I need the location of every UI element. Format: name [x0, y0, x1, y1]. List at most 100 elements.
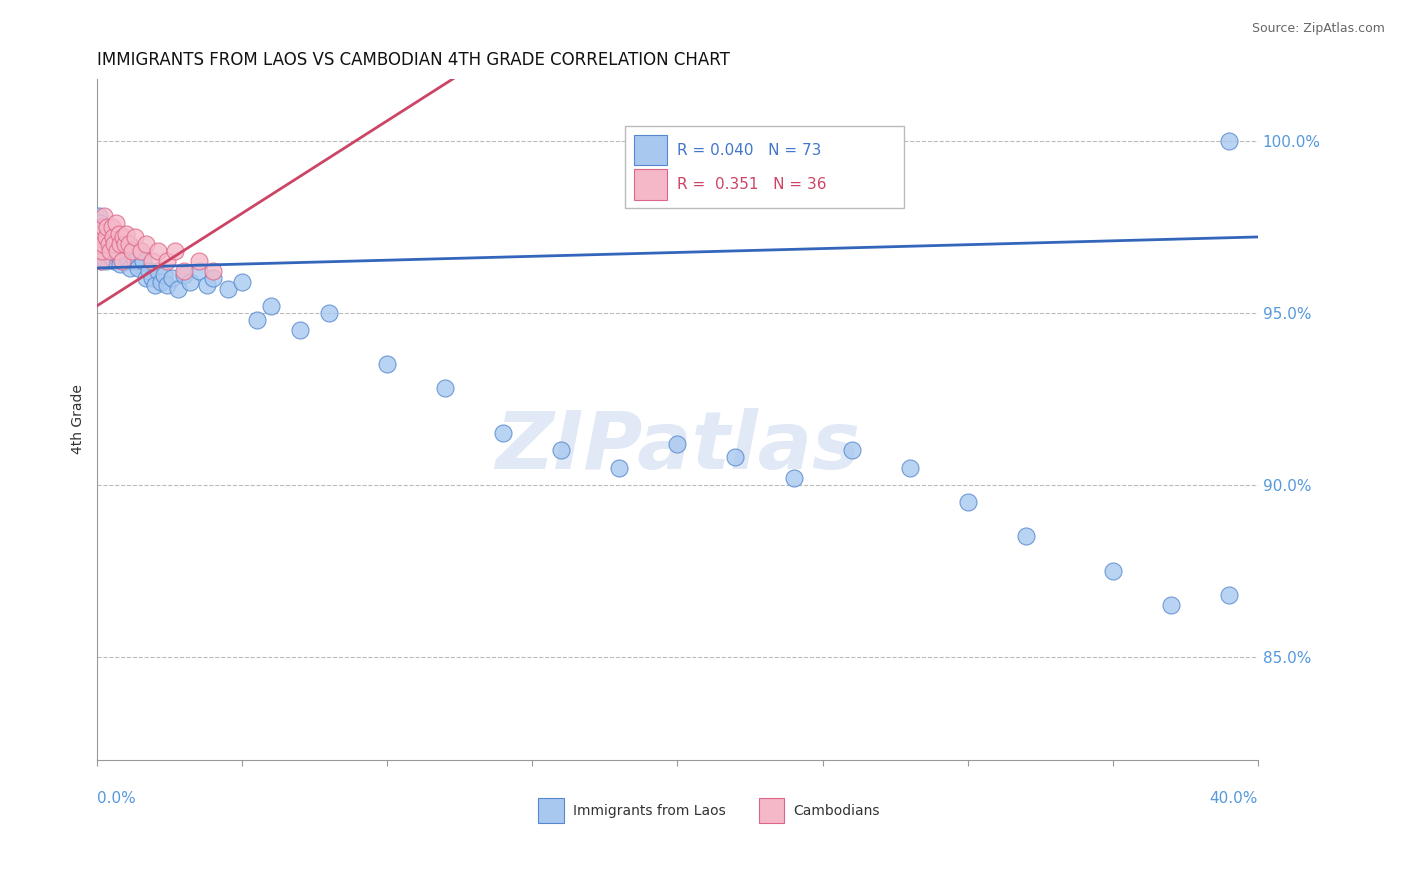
- Point: [104, 216, 127, 230]
- Text: 0.0%: 0.0%: [97, 791, 136, 805]
- Point: [146, 264, 169, 278]
- Point: [143, 278, 166, 293]
- Point: [108, 227, 131, 241]
- Point: [165, 244, 187, 258]
- Point: [87, 230, 110, 244]
- Point: [93, 233, 115, 247]
- Point: [98, 230, 121, 244]
- Point: [89, 236, 111, 251]
- Point: [90, 227, 112, 241]
- Point: [111, 240, 134, 254]
- Text: Immigrants from Laos: Immigrants from Laos: [574, 804, 725, 818]
- Point: [135, 236, 157, 251]
- Point: [104, 244, 127, 258]
- Point: [290, 323, 312, 337]
- Text: ZIPatlas: ZIPatlas: [495, 408, 860, 486]
- Point: [87, 244, 110, 258]
- Point: [89, 254, 111, 268]
- Point: [841, 443, 863, 458]
- Point: [187, 254, 209, 268]
- Point: [91, 227, 114, 241]
- Point: [492, 426, 515, 441]
- Point: [87, 209, 110, 223]
- Point: [97, 236, 120, 251]
- Point: [100, 251, 122, 265]
- Point: [91, 244, 114, 258]
- Point: [97, 244, 120, 258]
- Point: [146, 244, 169, 258]
- Point: [202, 271, 225, 285]
- Point: [782, 471, 804, 485]
- Text: IMMIGRANTS FROM LAOS VS CAMBODIAN 4TH GRADE CORRELATION CHART: IMMIGRANTS FROM LAOS VS CAMBODIAN 4TH GR…: [97, 51, 730, 69]
- Point: [115, 244, 138, 258]
- Point: [666, 436, 689, 450]
- Text: R =  0.351   N = 36: R = 0.351 N = 36: [678, 177, 827, 192]
- Point: [1101, 564, 1123, 578]
- Point: [195, 278, 218, 293]
- Point: [114, 233, 136, 247]
- Text: Cambodians: Cambodians: [793, 804, 880, 818]
- Point: [93, 247, 115, 261]
- Point: [114, 236, 136, 251]
- Point: [129, 244, 152, 258]
- Point: [89, 236, 111, 251]
- Point: [111, 254, 134, 268]
- Point: [112, 230, 135, 244]
- Point: [129, 244, 152, 258]
- FancyBboxPatch shape: [538, 798, 564, 823]
- Point: [609, 460, 631, 475]
- Text: 40.0%: 40.0%: [1209, 791, 1258, 805]
- Point: [110, 236, 132, 251]
- Point: [94, 230, 117, 244]
- FancyBboxPatch shape: [626, 127, 904, 208]
- Point: [141, 254, 163, 268]
- Point: [118, 236, 141, 251]
- FancyBboxPatch shape: [634, 135, 666, 166]
- Point: [173, 268, 195, 282]
- Point: [105, 247, 128, 261]
- Y-axis label: 4th Grade: 4th Grade: [72, 384, 86, 454]
- Point: [120, 260, 142, 275]
- Point: [173, 264, 195, 278]
- Point: [202, 264, 225, 278]
- Point: [91, 240, 114, 254]
- Point: [152, 268, 174, 282]
- Point: [1160, 599, 1182, 613]
- Point: [132, 254, 155, 268]
- Point: [100, 219, 122, 234]
- Text: R = 0.040   N = 73: R = 0.040 N = 73: [678, 143, 823, 158]
- Point: [167, 282, 190, 296]
- Point: [217, 282, 239, 296]
- Point: [108, 236, 131, 251]
- Point: [124, 254, 146, 268]
- Point: [246, 312, 269, 326]
- Point: [375, 357, 398, 371]
- Point: [162, 271, 184, 285]
- Point: [94, 254, 117, 268]
- Point: [90, 219, 112, 234]
- Point: [956, 495, 979, 509]
- Point: [187, 264, 209, 278]
- Point: [91, 227, 114, 241]
- Point: [124, 230, 146, 244]
- Text: Source: ZipAtlas.com: Source: ZipAtlas.com: [1251, 22, 1385, 36]
- Point: [121, 247, 143, 261]
- Point: [1015, 529, 1038, 543]
- Point: [156, 278, 179, 293]
- Point: [110, 258, 132, 272]
- Point: [127, 260, 149, 275]
- Point: [96, 236, 118, 251]
- Point: [149, 275, 172, 289]
- Point: [89, 216, 111, 230]
- Point: [118, 236, 141, 251]
- Point: [93, 236, 115, 251]
- FancyBboxPatch shape: [634, 169, 666, 200]
- Point: [1218, 134, 1240, 148]
- Point: [121, 244, 143, 258]
- Point: [93, 209, 115, 223]
- Point: [89, 230, 111, 244]
- Point: [138, 264, 160, 278]
- Point: [103, 236, 125, 251]
- Point: [89, 219, 111, 234]
- Point: [231, 275, 253, 289]
